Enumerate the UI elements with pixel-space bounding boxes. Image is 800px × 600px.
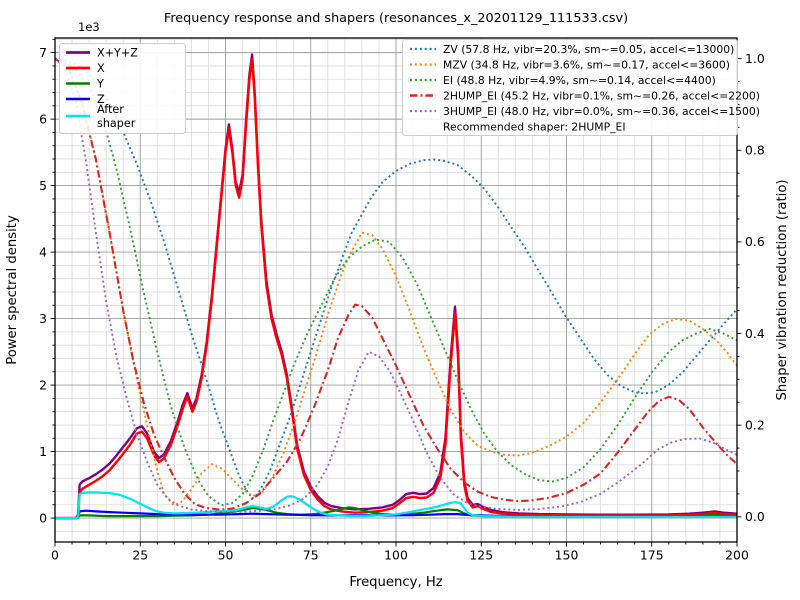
series-group: [55, 53, 737, 520]
svg-text:2HUMP_EI (45.2 Hz, vibr=0.1%,: 2HUMP_EI (45.2 Hz, vibr=0.1%, sm~=0.26, …: [443, 89, 760, 102]
svg-text:MZV (34.8 Hz, vibr=3.6%, sm~=0: MZV (34.8 Hz, vibr=3.6%, sm~=0.17, accel…: [443, 58, 730, 71]
y-axis-offset-label: 1e3: [78, 20, 100, 34]
x-tick-label: 50: [218, 548, 234, 563]
y-left-tick-label: 6: [39, 111, 47, 126]
y-left-tick-label: 4: [39, 244, 47, 259]
y-axis-left-label: Power spectral density: [5, 215, 20, 365]
legend-item: X: [66, 62, 105, 75]
legend-item: Y: [66, 78, 104, 91]
y-left-tick-label: 3: [39, 311, 47, 326]
y-left-tick-label: 1: [39, 444, 47, 459]
svg-text:Y: Y: [96, 78, 104, 91]
x-tick-label: 0: [51, 548, 59, 563]
x-axis-label: Frequency, Hz: [349, 575, 442, 590]
legend-item: ZV (57.8 Hz, vibr=20.3%, sm~=0.05, accel…: [410, 43, 734, 56]
svg-text:shaper: shaper: [97, 117, 136, 130]
svg-text:After: After: [97, 103, 124, 116]
x-tick-label: 100: [384, 548, 408, 563]
y-left-tick-label: 2: [39, 377, 47, 392]
svg-text:EI (48.8 Hz, vibr=4.9%, sm~=0.: EI (48.8 Hz, vibr=4.9%, sm~=0.14, accel<…: [443, 74, 716, 87]
legend-item: 3HUMP_EI (48.0 Hz, vibr=0.0%, sm~=0.36, …: [410, 105, 760, 118]
legend-item: X+Y+Z: [66, 47, 138, 60]
tick-labels: 0 25 50 75 100 125 150 175 200 0 1 2 3 4 5 6 7 0.0 0.2 0.4 0…: [39, 45, 765, 563]
x-tick-label: 150: [555, 548, 579, 563]
svg-text:X: X: [97, 62, 105, 75]
y-right-tick-label: 0.2: [745, 417, 765, 432]
x-tick-label: 200: [725, 548, 749, 563]
legend-item: EI (48.8 Hz, vibr=4.9%, sm~=0.14, accel<…: [410, 74, 716, 87]
x-tick-label: 125: [469, 548, 493, 563]
y-right-tick-label: 1.0: [745, 51, 765, 66]
legend-item: 2HUMP_EI (45.2 Hz, vibr=0.1%, sm~=0.26, …: [410, 89, 760, 102]
series-After-shaper: [55, 491, 737, 520]
chart-title: Frequency response and shapers (resonanc…: [164, 11, 628, 26]
svg-text:Z: Z: [97, 93, 105, 106]
y-left-tick-label: 5: [39, 178, 47, 193]
recommended-shaper-note: Recommended shaper: 2HUMP_EI: [443, 120, 626, 133]
series-3HUMP-EI: [55, 57, 737, 513]
series-2HUMP-EI: [55, 57, 737, 511]
x-tick-label: 25: [132, 548, 148, 563]
y-right-tick-label: 0.4: [745, 326, 765, 341]
legend-item: Z: [66, 93, 105, 106]
y-left-tick-label: 0: [39, 510, 47, 525]
legend-item: MZV (34.8 Hz, vibr=3.6%, sm~=0.17, accel…: [410, 58, 730, 71]
y-right-tick-label: 0.8: [745, 143, 765, 158]
tick-marks: [50, 38, 742, 547]
series-EI: [55, 57, 737, 507]
series-X: [55, 58, 737, 520]
x-tick-label: 175: [640, 548, 664, 563]
svg-text:X+Y+Z: X+Y+Z: [97, 47, 138, 60]
y-right-tick-label: 0.0: [745, 509, 765, 524]
y-axis-right-label: Shaper vibration reduction (ratio): [775, 179, 790, 400]
svg-text:3HUMP_EI (48.0 Hz, vibr=0.0%,: 3HUMP_EI (48.0 Hz, vibr=0.0%, sm~=0.36, …: [443, 105, 760, 118]
svg-text:ZV (57.8 Hz, vibr=20.3%, sm~=0: ZV (57.8 Hz, vibr=20.3%, sm~=0.05, accel…: [443, 43, 734, 56]
y-left-tick-label: 7: [39, 45, 47, 60]
x-tick-label: 75: [303, 548, 319, 563]
series-ZV: [55, 57, 737, 500]
y-right-tick-label: 0.6: [745, 234, 765, 249]
legend-shapers: ZV (57.8 Hz, vibr=20.3%, sm~=0.05, accel…: [402, 39, 760, 136]
